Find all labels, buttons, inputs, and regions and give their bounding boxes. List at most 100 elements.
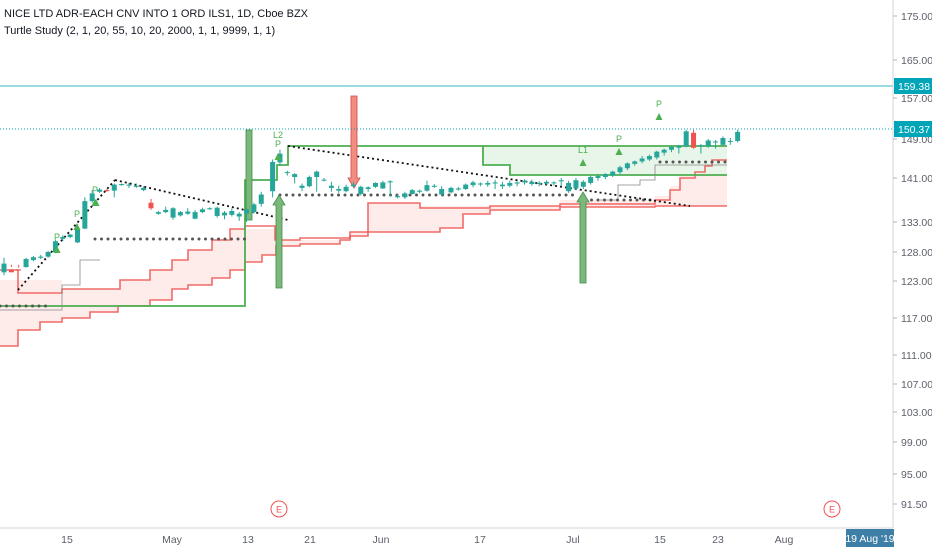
candle — [16, 264, 22, 271]
stop-dots — [460, 193, 464, 197]
stop-dots — [93, 237, 97, 241]
date-tag — [846, 529, 894, 547]
y-tick-label: 99.00 — [901, 437, 927, 449]
candle — [299, 183, 305, 192]
stop-dots — [558, 193, 561, 197]
stop-dots — [304, 193, 308, 197]
candle — [661, 148, 667, 156]
candle-body — [499, 184, 505, 187]
candle — [67, 234, 73, 239]
y-tick-label: 117.00 — [901, 313, 932, 325]
stop-dots — [178, 237, 181, 241]
candle-body — [155, 212, 161, 214]
candle-body — [163, 209, 169, 213]
candle-body — [133, 185, 139, 187]
candle-body — [646, 156, 652, 160]
signal-label-l2: L2 — [273, 130, 283, 140]
candle — [207, 207, 213, 210]
stop-dots — [603, 198, 606, 202]
candle-body — [126, 184, 132, 186]
stop-dots — [363, 193, 366, 197]
stop-dots — [197, 237, 201, 241]
candle — [185, 208, 191, 215]
candle — [336, 185, 342, 193]
candle — [244, 208, 250, 222]
candle-body — [350, 184, 356, 187]
y-tick-label: 103.00 — [901, 407, 932, 419]
x-tick-label: 21 — [304, 534, 316, 546]
x-tick-label: 13 — [242, 534, 254, 546]
candle — [595, 174, 601, 181]
stop-dots — [512, 193, 516, 197]
candle-body — [424, 185, 430, 191]
signal-label-p: P — [656, 99, 662, 109]
candle — [485, 180, 491, 187]
y-tick-label: 107.00 — [901, 379, 932, 391]
candle — [8, 264, 14, 273]
stop-dots — [421, 193, 425, 197]
candle — [507, 180, 513, 188]
candle — [387, 180, 393, 197]
candle-body — [270, 161, 276, 192]
stop-dots — [330, 193, 334, 197]
stop-dots — [113, 237, 116, 241]
candle-body — [284, 172, 290, 174]
candle-body — [23, 258, 29, 268]
candle-body — [177, 212, 183, 216]
price-tag-label: 150.37 — [898, 124, 930, 136]
candle — [566, 180, 572, 193]
candle-body — [336, 189, 342, 191]
stop-dots — [343, 193, 347, 197]
candle — [632, 160, 638, 166]
stop-dots — [532, 193, 535, 197]
y-tick-label: 95.00 — [901, 469, 927, 481]
short-entry-arrow — [347, 95, 361, 189]
x-tick-label: May — [162, 534, 183, 546]
stop-dots — [44, 304, 47, 308]
price-tag-label: 159.38 — [898, 81, 930, 93]
channel-fills — [0, 146, 727, 346]
candle-body — [448, 187, 454, 193]
stop-dots — [538, 193, 542, 197]
stop-dots — [100, 237, 103, 241]
candle — [617, 165, 623, 175]
stop-dots — [132, 237, 136, 241]
y-tick-label: 133.00 — [901, 217, 932, 229]
stop-dots — [545, 193, 548, 197]
candle-body — [588, 177, 594, 183]
candle — [455, 186, 461, 191]
candle — [409, 189, 415, 195]
candle-body — [82, 201, 88, 229]
red-channel-lower — [0, 205, 727, 347]
candle — [141, 186, 147, 192]
stop-dots — [324, 193, 327, 197]
candle-body — [395, 196, 401, 198]
candle — [551, 181, 557, 186]
candle — [38, 254, 44, 259]
candle — [691, 129, 697, 149]
candle-body — [185, 211, 191, 214]
long-entry-arrow — [272, 194, 286, 289]
signal-up-triangle — [615, 148, 623, 155]
candle — [306, 175, 312, 188]
stop-dots — [31, 304, 34, 308]
y-tick-label: 157.00 — [901, 93, 932, 105]
stop-dots — [236, 237, 240, 241]
candle — [192, 209, 198, 220]
candle — [23, 257, 29, 268]
earnings-marker-label: E — [276, 505, 282, 515]
candle — [424, 180, 430, 192]
stop-dots — [671, 160, 675, 164]
stop-dots — [525, 193, 529, 197]
candle — [624, 162, 630, 171]
earnings-marker — [270, 500, 288, 518]
candle — [155, 211, 161, 215]
stop-dots — [717, 160, 720, 164]
signal-up-triangle — [579, 159, 587, 166]
study-legend[interactable]: Turtle Study (2, 1, 20, 55, 10, 20, 2000… — [4, 25, 276, 37]
candle — [350, 181, 356, 188]
y-tick-label: 123.00 — [901, 276, 932, 288]
candle — [735, 129, 741, 143]
